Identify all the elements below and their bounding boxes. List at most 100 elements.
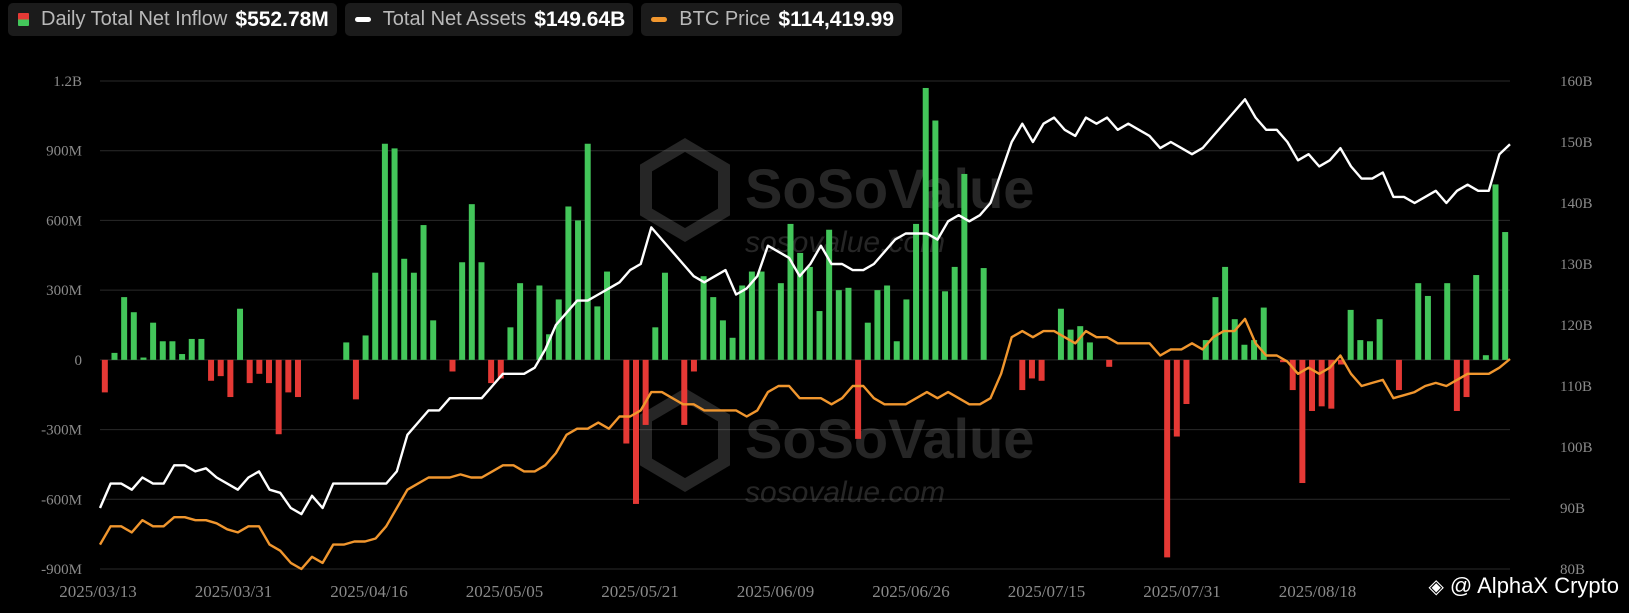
inflow-bar[interactable] [1347,309,1354,360]
inflow-bar[interactable] [1318,359,1325,407]
inflow-bar[interactable] [1086,342,1093,360]
inflow-bar[interactable] [372,272,379,360]
inflow-bar[interactable] [546,334,553,360]
inflow-bar[interactable] [584,143,591,360]
inflow-bar[interactable] [246,359,253,384]
inflow-bar[interactable] [1492,184,1499,360]
inflow-bar[interactable] [787,223,794,360]
inflow-bar[interactable] [179,354,186,360]
inflow-bar[interactable] [922,87,929,360]
inflow-bar[interactable] [1463,359,1470,398]
inflow-bar[interactable] [150,322,157,360]
inflow-bar[interactable] [961,173,968,360]
inflow-bar[interactable] [1328,359,1335,409]
inflow-bar[interactable] [681,359,688,425]
inflow-bar[interactable] [1173,359,1180,437]
inflow-bar[interactable] [690,359,697,372]
btc-price-line[interactable] [98,317,1511,571]
inflow-bar[interactable] [1502,232,1509,360]
inflow-bar[interactable] [1444,283,1451,360]
inflow-bar[interactable] [294,359,301,398]
inflow-bar[interactable] [1395,359,1402,391]
inflow-bar[interactable] [1019,359,1026,391]
inflow-bar[interactable] [1067,329,1074,360]
inflow-bar[interactable] [1260,307,1267,360]
inflow-bar[interactable] [208,359,215,381]
inflow-bar[interactable] [826,229,833,360]
inflow-bar[interactable] [391,148,398,360]
inflow-bar[interactable] [565,206,572,360]
inflow-bar[interactable] [111,352,118,360]
inflow-bar[interactable] [884,285,891,360]
inflow-bar[interactable] [159,341,166,360]
inflow-bar[interactable] [1251,340,1258,360]
total-net-assets-line[interactable] [98,98,1511,516]
inflow-bar[interactable] [420,225,427,360]
inflow-bar[interactable] [459,262,466,360]
inflow-bar[interactable] [748,271,755,360]
inflow-bar[interactable] [430,320,437,360]
inflow-bar[interactable] [1038,359,1045,381]
inflow-bar[interactable] [806,266,813,360]
inflow-bar[interactable] [623,359,630,444]
inflow-bar[interactable] [1222,266,1229,360]
inflow-bar[interactable] [1473,275,1480,360]
inflow-bar[interactable] [449,359,456,372]
inflow-bar[interactable] [352,359,359,400]
inflow-bar[interactable] [1376,319,1383,360]
inflow-bar[interactable] [1280,359,1287,363]
inflow-bar[interactable] [652,327,659,360]
inflow-bar[interactable] [507,327,514,360]
inflow-bar[interactable] [478,262,485,360]
inflow-bar[interactable] [1366,341,1373,360]
inflow-bar[interactable] [497,359,504,379]
inflow-bar[interactable] [401,258,408,360]
inflow-bar[interactable] [285,359,292,393]
inflow-bar[interactable] [710,297,717,360]
inflow-bar[interactable] [1241,344,1248,360]
inflow-bar[interactable] [913,223,920,360]
inflow-bar[interactable] [874,290,881,360]
inflow-bar[interactable] [275,359,282,435]
inflow-bar[interactable] [845,287,852,360]
legend-assets-chip[interactable]: Total Net Assets $149.64B [344,3,634,36]
inflow-bar[interactable] [777,283,784,360]
inflow-bar[interactable] [217,359,224,377]
inflow-bar[interactable] [604,271,611,360]
inflow-bar[interactable] [855,359,862,439]
inflow-bar[interactable] [642,359,649,425]
inflow-bar[interactable] [1357,340,1364,360]
inflow-bar[interactable] [1309,359,1316,411]
inflow-bar[interactable] [903,299,910,360]
inflow-bar[interactable] [362,335,369,360]
inflow-bar[interactable] [893,341,900,360]
inflow-bar[interactable] [256,359,263,374]
legend-inflow-chip[interactable]: Daily Total Net Inflow $552.78M [8,3,337,36]
inflow-bar[interactable] [797,252,804,360]
inflow-bar[interactable] [594,306,601,360]
inflow-bar[interactable] [980,268,987,360]
inflow-bar[interactable] [729,337,736,360]
inflow-bar[interactable] [758,271,765,360]
inflow-bar[interactable] [555,299,562,360]
inflow-bar[interactable] [1212,297,1219,360]
inflow-bar[interactable] [140,357,147,360]
inflow-bar[interactable] [739,285,746,360]
inflow-bar[interactable] [266,359,273,384]
inflow-bar[interactable] [942,291,949,360]
inflow-bar[interactable] [951,266,958,360]
inflow-bar[interactable] [1164,359,1171,558]
inflow-bar[interactable] [517,283,524,360]
inflow-bar[interactable] [1337,359,1344,365]
inflow-bar[interactable] [1453,359,1460,411]
inflow-bar[interactable] [632,359,639,504]
inflow-bar[interactable] [343,342,350,360]
inflow-bar[interactable] [198,338,205,360]
inflow-bar[interactable] [227,359,234,398]
inflow-bar[interactable] [1415,283,1422,360]
inflow-bar[interactable] [864,322,871,360]
inflow-bar[interactable] [1028,359,1035,379]
inflow-bar[interactable] [661,272,668,360]
inflow-bar[interactable] [121,297,128,360]
inflow-bar[interactable] [130,312,137,360]
